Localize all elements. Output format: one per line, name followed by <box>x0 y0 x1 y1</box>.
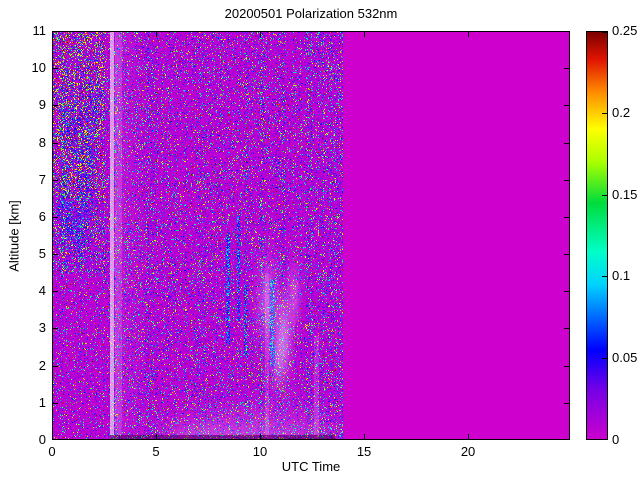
y-tick-label: 0 <box>38 432 46 447</box>
y-tick-label: 7 <box>38 171 46 187</box>
x-tick-label: 10 <box>252 444 268 459</box>
y-tick-label: 5 <box>38 246 46 262</box>
chart-title: 20200501 Polarization 532nm <box>224 6 398 21</box>
y-tick-label: 4 <box>38 283 46 299</box>
x-tick-label: 5 <box>152 444 160 459</box>
colorbar-tick-label: 0.25 <box>612 23 638 38</box>
y-tick-label: 3 <box>38 320 46 336</box>
y-tick-label: 2 <box>38 357 46 373</box>
x-axis-label: UTC Time <box>281 459 341 474</box>
colorbar <box>586 31 608 440</box>
heatmap-canvas <box>52 31 570 440</box>
colorbar-tick-label: 0.05 <box>612 350 638 366</box>
colorbar-tick-label: 0.1 <box>612 268 631 284</box>
colorbar-tick-label: 0 <box>612 432 620 447</box>
y-tick-label: 10 <box>31 60 46 76</box>
x-tick-label: 20 <box>460 444 476 459</box>
x-tick-label: 0 <box>48 444 56 459</box>
y-tick-label: 1 <box>38 394 46 410</box>
y-tick-label: 9 <box>38 97 46 113</box>
y-tick-label: 11 <box>32 23 47 38</box>
y-tick-label: 6 <box>38 208 46 224</box>
colorbar-tick-label: 0.15 <box>612 186 638 202</box>
x-tick-label: 15 <box>356 444 372 459</box>
y-tick-label: 8 <box>38 134 46 150</box>
colorbar-tick-label: 0.2 <box>612 104 631 120</box>
